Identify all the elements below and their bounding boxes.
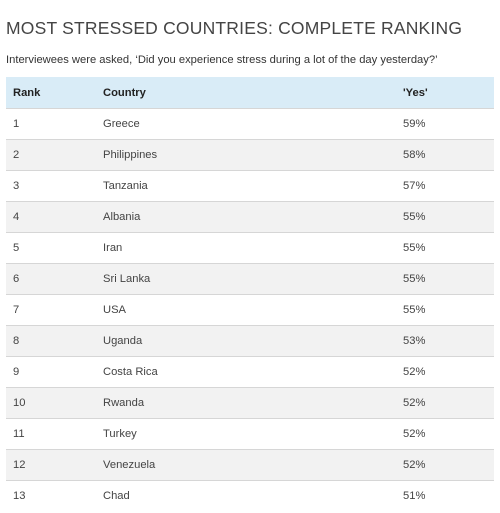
cell-rank: 11 — [6, 418, 103, 450]
cell-yes: 55% — [403, 201, 494, 233]
table-header-row: Rank Country 'Yes' — [6, 77, 494, 109]
cell-rank: 3 — [6, 170, 103, 202]
table-row: 10 Rwanda 52% — [6, 387, 494, 419]
cell-yes: 53% — [403, 325, 494, 357]
cell-yes: 57% — [403, 170, 494, 202]
table-row: 7 USA 55% — [6, 294, 494, 326]
cell-rank: 13 — [6, 480, 103, 511]
cell-rank: 5 — [6, 232, 103, 264]
cell-country: Philippines — [103, 139, 403, 171]
column-header-rank: Rank — [6, 77, 103, 109]
cell-rank: 7 — [6, 294, 103, 326]
cell-country: Chad — [103, 480, 403, 511]
cell-rank: 2 — [6, 139, 103, 171]
page-subtitle: Interviewees were asked, ‘Did you experi… — [6, 54, 438, 67]
ranking-table: Rank Country 'Yes' 1 Greece 59% 2 Philip… — [6, 77, 494, 511]
table-row: 8 Uganda 53% — [6, 325, 494, 357]
table-row: 13 Chad 51% — [6, 480, 494, 511]
table-row: 2 Philippines 58% — [6, 139, 494, 171]
table-row: 12 Venezuela 52% — [6, 449, 494, 481]
cell-yes: 59% — [403, 108, 494, 140]
cell-rank: 12 — [6, 449, 103, 481]
cell-rank: 9 — [6, 356, 103, 388]
cell-country: Venezuela — [103, 449, 403, 481]
cell-country: Turkey — [103, 418, 403, 450]
table-header: Rank Country 'Yes' — [6, 77, 494, 109]
table-row: 4 Albania 55% — [6, 201, 494, 233]
cell-yes: 52% — [403, 356, 494, 388]
table-row: 1 Greece 59% — [6, 108, 494, 140]
table-row: 9 Costa Rica 52% — [6, 356, 494, 388]
cell-country: Rwanda — [103, 387, 403, 419]
table-row: 11 Turkey 52% — [6, 418, 494, 450]
cell-country: Iran — [103, 232, 403, 264]
cell-rank: 1 — [6, 108, 103, 140]
cell-country: Uganda — [103, 325, 403, 357]
column-header-country: Country — [103, 77, 403, 109]
column-header-yes: 'Yes' — [403, 77, 494, 109]
page-title: MOST STRESSED COUNTRIES: COMPLETE RANKIN… — [6, 17, 463, 38]
cell-country: USA — [103, 294, 403, 326]
cell-yes: 52% — [403, 387, 494, 419]
cell-yes: 52% — [403, 449, 494, 481]
cell-country: Costa Rica — [103, 356, 403, 388]
cell-yes: 52% — [403, 418, 494, 450]
cell-rank: 8 — [6, 325, 103, 357]
table-body: 1 Greece 59% 2 Philippines 58% 3 Tanzani… — [6, 108, 494, 511]
cell-country: Greece — [103, 108, 403, 140]
cell-yes: 55% — [403, 294, 494, 326]
cell-yes: 51% — [403, 480, 494, 511]
cell-rank: 6 — [6, 263, 103, 295]
cell-yes: 55% — [403, 263, 494, 295]
cell-rank: 4 — [6, 201, 103, 233]
cell-yes: 58% — [403, 139, 494, 171]
cell-yes: 55% — [403, 232, 494, 264]
cell-country: Albania — [103, 201, 403, 233]
table-row: 3 Tanzania 57% — [6, 170, 494, 202]
table-row: 6 Sri Lanka 55% — [6, 263, 494, 295]
cell-rank: 10 — [6, 387, 103, 419]
cell-country: Sri Lanka — [103, 263, 403, 295]
cell-country: Tanzania — [103, 170, 403, 202]
table-row: 5 Iran 55% — [6, 232, 494, 264]
